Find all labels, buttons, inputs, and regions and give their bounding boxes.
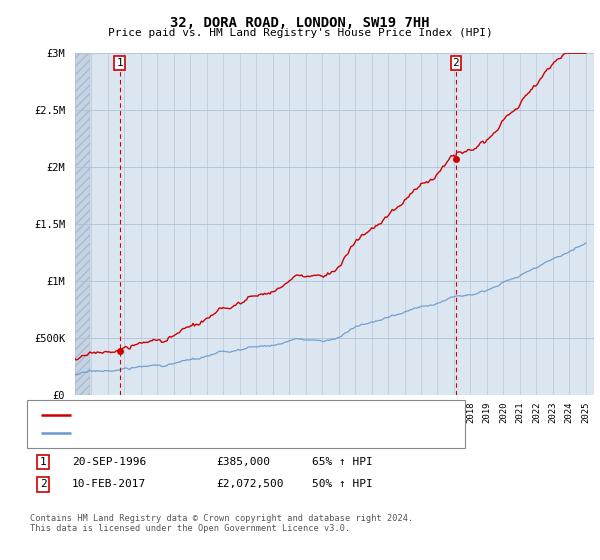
Text: 65% ↑ HPI: 65% ↑ HPI <box>312 457 373 467</box>
Text: 32, DORA ROAD, LONDON, SW19 7HH: 32, DORA ROAD, LONDON, SW19 7HH <box>170 16 430 30</box>
Text: 20-SEP-1996: 20-SEP-1996 <box>72 457 146 467</box>
Text: 32, DORA ROAD, LONDON, SW19 7HH (detached house): 32, DORA ROAD, LONDON, SW19 7HH (detache… <box>78 410 360 420</box>
Text: 1: 1 <box>40 457 47 467</box>
Text: 2: 2 <box>40 479 47 489</box>
Text: Price paid vs. HM Land Registry's House Price Index (HPI): Price paid vs. HM Land Registry's House … <box>107 28 493 38</box>
Text: 2: 2 <box>452 58 460 68</box>
Text: 10-FEB-2017: 10-FEB-2017 <box>72 479 146 489</box>
Text: HPI: Average price, detached house, Merton: HPI: Average price, detached house, Mert… <box>78 428 325 438</box>
Text: 1: 1 <box>116 58 123 68</box>
Text: £385,000: £385,000 <box>216 457 270 467</box>
Text: 50% ↑ HPI: 50% ↑ HPI <box>312 479 373 489</box>
Text: £2,072,500: £2,072,500 <box>216 479 284 489</box>
Text: Contains HM Land Registry data © Crown copyright and database right 2024.
This d: Contains HM Land Registry data © Crown c… <box>30 514 413 534</box>
